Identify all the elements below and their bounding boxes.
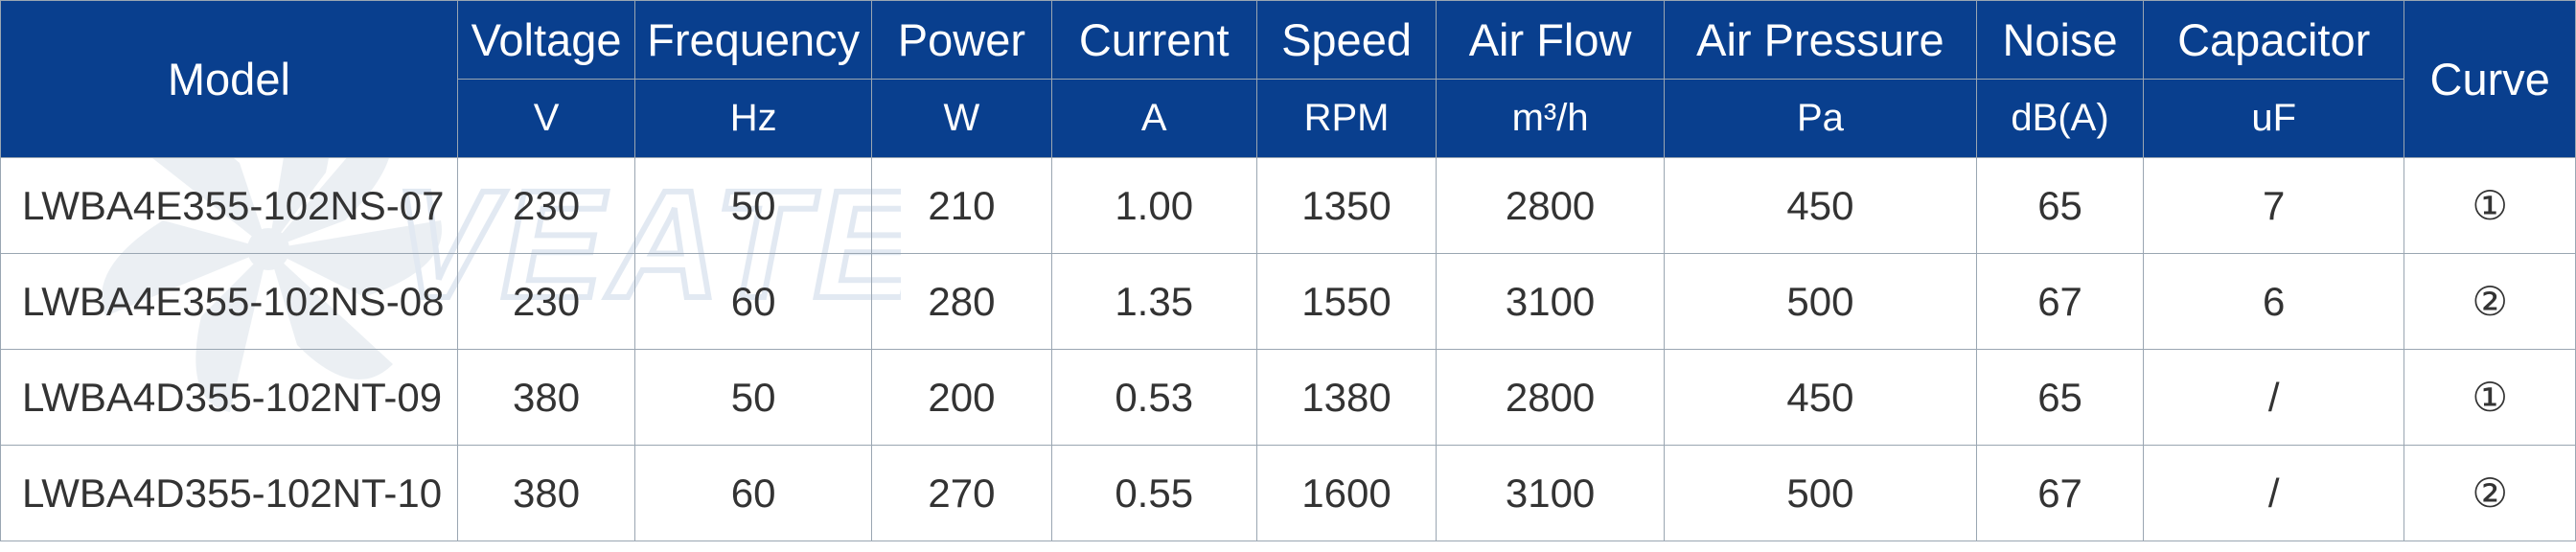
col-unit-frequency: Hz (635, 80, 872, 158)
col-header-model: Model (1, 1, 458, 158)
cell-freq: 50 (635, 350, 872, 446)
cell-freq: 60 (635, 446, 872, 541)
col-header-airpressure: Air Pressure (1664, 1, 1976, 80)
cell-cap: / (2143, 446, 2404, 541)
cell-airflow: 3100 (1437, 446, 1664, 541)
cell-curve: ② (2404, 446, 2576, 541)
cell-airpres: 500 (1664, 254, 1976, 350)
cell-voltage: 380 (457, 446, 635, 541)
col-header-frequency: Frequency (635, 1, 872, 80)
cell-speed: 1600 (1256, 446, 1437, 541)
cell-voltage: 230 (457, 254, 635, 350)
cell-current: 0.53 (1051, 350, 1256, 446)
table-row: LWBA4D355-102NT-09 380 50 200 0.53 1380 … (1, 350, 2576, 446)
table-row: LWBA4E355-102NS-07 230 50 210 1.00 1350 … (1, 158, 2576, 254)
col-unit-current: A (1051, 80, 1256, 158)
spec-table-body: LWBA4E355-102NS-07 230 50 210 1.00 1350 … (1, 158, 2576, 541)
cell-voltage: 230 (457, 158, 635, 254)
col-header-speed: Speed (1256, 1, 1437, 80)
col-header-noise: Noise (1977, 1, 2144, 80)
cell-model: LWBA4E355-102NS-07 (1, 158, 458, 254)
cell-curve: ① (2404, 350, 2576, 446)
cell-voltage: 380 (457, 350, 635, 446)
cell-power: 200 (871, 350, 1051, 446)
cell-airpres: 450 (1664, 158, 1976, 254)
cell-model: LWBA4E355-102NS-08 (1, 254, 458, 350)
cell-model: LWBA4D355-102NT-09 (1, 350, 458, 446)
cell-speed: 1380 (1256, 350, 1437, 446)
cell-noise: 67 (1977, 446, 2144, 541)
cell-cap: / (2143, 350, 2404, 446)
cell-airflow: 2800 (1437, 350, 1664, 446)
col-unit-speed: RPM (1256, 80, 1437, 158)
cell-model: LWBA4D355-102NT-10 (1, 446, 458, 541)
cell-current: 0.55 (1051, 446, 1256, 541)
cell-speed: 1550 (1256, 254, 1437, 350)
cell-speed: 1350 (1256, 158, 1437, 254)
cell-power: 280 (871, 254, 1051, 350)
cell-airpres: 450 (1664, 350, 1976, 446)
col-header-power: Power (871, 1, 1051, 80)
spec-table: Model Voltage Frequency Power Current Sp… (0, 0, 2576, 541)
cell-power: 210 (871, 158, 1051, 254)
cell-airflow: 2800 (1437, 158, 1664, 254)
cell-noise: 65 (1977, 158, 2144, 254)
col-header-airflow: Air Flow (1437, 1, 1664, 80)
col-header-curve: Curve (2404, 1, 2576, 158)
cell-curve: ① (2404, 158, 2576, 254)
cell-noise: 65 (1977, 350, 2144, 446)
col-unit-capacitor: uF (2143, 80, 2404, 158)
cell-airpres: 500 (1664, 446, 1976, 541)
cell-curve: ② (2404, 254, 2576, 350)
col-header-current: Current (1051, 1, 1256, 80)
cell-current: 1.35 (1051, 254, 1256, 350)
table-row: LWBA4E355-102NS-08 230 60 280 1.35 1550 … (1, 254, 2576, 350)
col-unit-voltage: V (457, 80, 635, 158)
cell-freq: 60 (635, 254, 872, 350)
col-unit-airpressure: Pa (1664, 80, 1976, 158)
col-unit-airflow: m³/h (1437, 80, 1664, 158)
col-unit-noise: dB(A) (1977, 80, 2144, 158)
cell-current: 1.00 (1051, 158, 1256, 254)
cell-noise: 67 (1977, 254, 2144, 350)
col-header-voltage: Voltage (457, 1, 635, 80)
cell-airflow: 3100 (1437, 254, 1664, 350)
cell-freq: 50 (635, 158, 872, 254)
col-header-capacitor: Capacitor (2143, 1, 2404, 80)
cell-power: 270 (871, 446, 1051, 541)
cell-cap: 7 (2143, 158, 2404, 254)
table-row: LWBA4D355-102NT-10 380 60 270 0.55 1600 … (1, 446, 2576, 541)
cell-cap: 6 (2143, 254, 2404, 350)
col-unit-power: W (871, 80, 1051, 158)
